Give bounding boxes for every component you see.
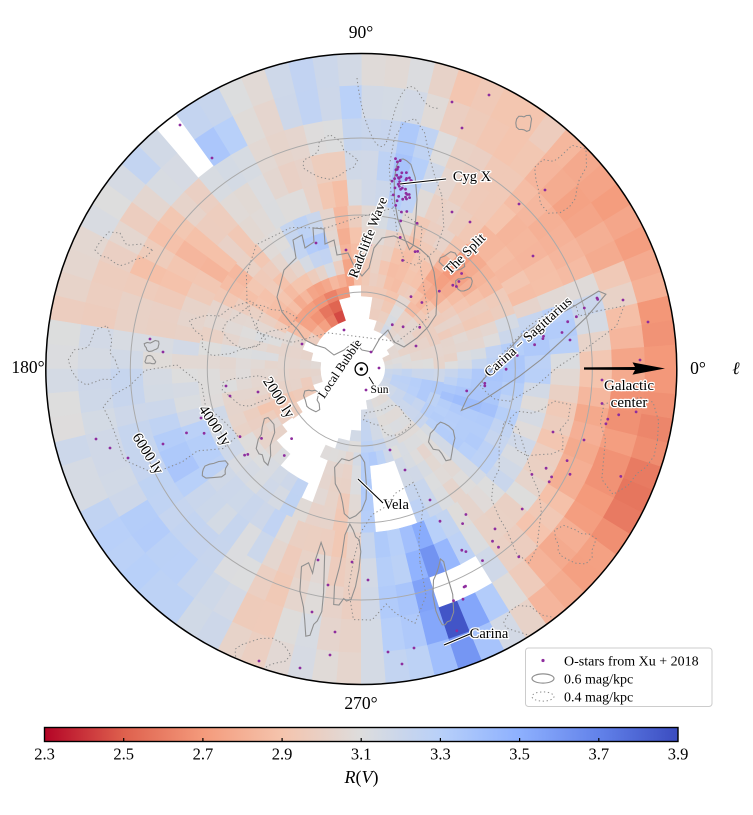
svg-text:2.5: 2.5 — [113, 745, 134, 764]
svg-text:90°: 90° — [349, 22, 374, 42]
svg-text:0°: 0° — [690, 358, 706, 378]
svg-text:Cyg X: Cyg X — [453, 169, 492, 185]
svg-text:center: center — [611, 395, 648, 411]
svg-text:180°: 180° — [11, 357, 44, 377]
svg-text:Vela: Vela — [383, 497, 409, 513]
svg-text:3.3: 3.3 — [430, 745, 451, 764]
svg-text:0.4 mag/kpc: 0.4 mag/kpc — [564, 691, 633, 706]
svg-text:0.6 mag/kpc: 0.6 mag/kpc — [564, 673, 633, 688]
svg-text:3.7: 3.7 — [588, 745, 609, 764]
svg-text:2.9: 2.9 — [272, 745, 293, 764]
svg-text:270°: 270° — [344, 693, 377, 713]
svg-text:Sun: Sun — [371, 384, 389, 396]
svg-text:ℓ: ℓ — [732, 358, 740, 378]
svg-text:3.1: 3.1 — [351, 745, 372, 764]
svg-text:Galactic: Galactic — [604, 378, 654, 394]
svg-text:3.9: 3.9 — [668, 745, 689, 764]
svg-text:Carina: Carina — [470, 626, 509, 642]
svg-text:2.3: 2.3 — [34, 745, 55, 764]
svg-text:O-stars from Xu + 2018: O-stars from Xu + 2018 — [564, 655, 699, 670]
svg-text:2.7: 2.7 — [193, 745, 214, 764]
svg-text:R(V): R(V) — [344, 767, 379, 788]
svg-text:3.5: 3.5 — [509, 745, 530, 764]
